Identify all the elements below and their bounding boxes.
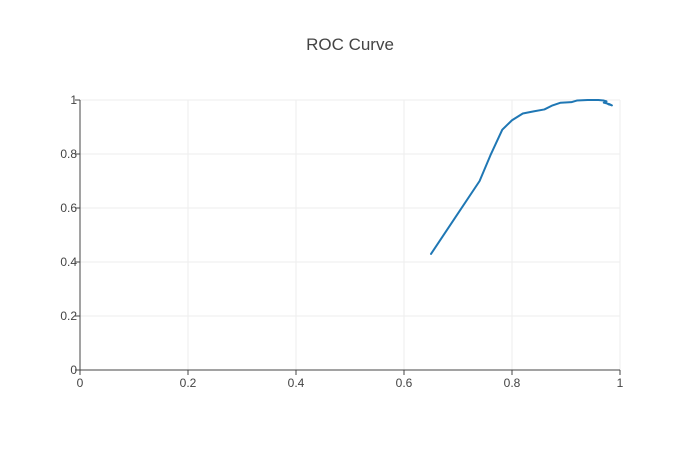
axis-layer: [75, 99, 621, 375]
series-layer: [430, 99, 613, 255]
y-tick-label: 1: [70, 93, 77, 107]
y-tick-label: 0.4: [60, 255, 77, 269]
y-tick-label: 0.6: [60, 201, 77, 215]
grid-layer: [80, 99, 621, 370]
x-tick-label: 0: [77, 376, 84, 390]
tick-label-layer: 0 0.2 0.4 0.6 0.8 1 0 0.2 0.4 0.6 0.8 1: [60, 93, 623, 390]
y-tick-label: 0.2: [60, 309, 77, 323]
chart-title: ROC Curve: [306, 35, 394, 54]
y-tick-label: 0: [70, 363, 77, 377]
roc-curve-line: [430, 99, 613, 255]
y-tick-label: 0.8: [60, 147, 77, 161]
x-tick-label: 0.2: [180, 376, 197, 390]
x-tick-label: 1: [617, 376, 624, 390]
x-tick-label: 0.8: [504, 376, 521, 390]
x-tick-label: 0.4: [288, 376, 305, 390]
x-tick-label: 0.6: [396, 376, 413, 390]
